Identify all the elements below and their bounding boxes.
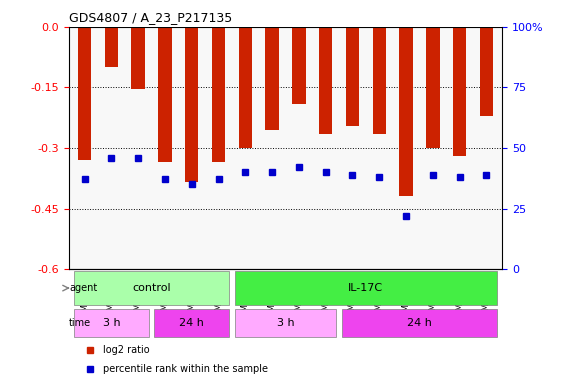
Bar [426, 27, 440, 148]
Text: time: time [69, 318, 91, 328]
Bar [480, 27, 493, 116]
Text: 24 h: 24 h [407, 318, 432, 328]
Bar [78, 27, 91, 160]
Bar [104, 27, 118, 67]
Bar [131, 27, 145, 89]
Bar [453, 27, 467, 156]
Bar [185, 27, 199, 182]
Bar [319, 27, 332, 134]
FancyBboxPatch shape [342, 309, 497, 337]
Text: control: control [132, 283, 171, 293]
FancyBboxPatch shape [235, 271, 497, 305]
Text: log2 ratio: log2 ratio [103, 345, 150, 355]
FancyBboxPatch shape [154, 309, 229, 337]
Bar [239, 27, 252, 148]
Text: 3 h: 3 h [277, 318, 294, 328]
Bar [399, 27, 413, 196]
Text: agent: agent [69, 283, 97, 293]
Text: GDS4807 / A_23_P217135: GDS4807 / A_23_P217135 [69, 12, 232, 25]
Bar [372, 27, 386, 134]
Bar [346, 27, 359, 126]
Text: IL-17C: IL-17C [348, 283, 383, 293]
FancyBboxPatch shape [235, 309, 336, 337]
Bar [212, 27, 225, 162]
Bar [266, 27, 279, 130]
FancyBboxPatch shape [74, 309, 149, 337]
Bar [158, 27, 172, 162]
FancyBboxPatch shape [74, 271, 229, 305]
Bar [292, 27, 305, 104]
Text: percentile rank within the sample: percentile rank within the sample [103, 364, 268, 374]
Text: 3 h: 3 h [103, 318, 120, 328]
Text: 24 h: 24 h [179, 318, 204, 328]
